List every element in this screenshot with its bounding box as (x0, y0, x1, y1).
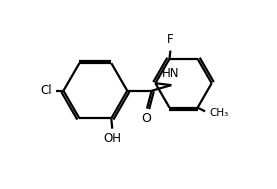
Text: HN: HN (162, 67, 179, 81)
Text: O: O (141, 112, 151, 125)
Text: CH₃: CH₃ (209, 108, 229, 118)
Text: F: F (167, 33, 174, 46)
Text: Cl: Cl (40, 84, 52, 97)
Text: OH: OH (103, 132, 121, 146)
